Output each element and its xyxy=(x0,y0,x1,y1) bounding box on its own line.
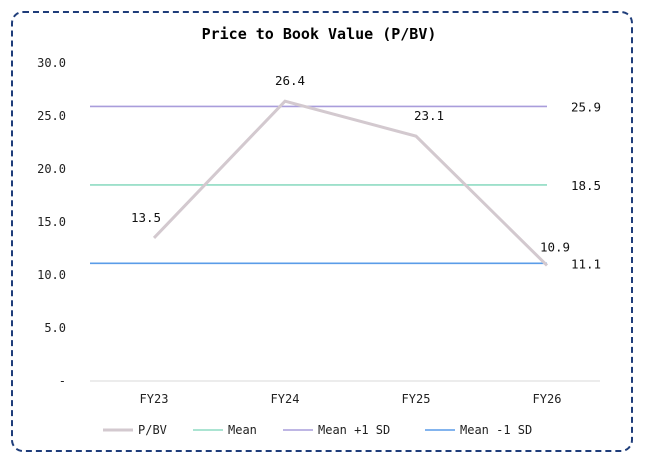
x-tick-label: FY23 xyxy=(140,392,169,406)
y-tick-label: - xyxy=(59,374,66,388)
data-label: 18.5 xyxy=(571,178,601,193)
series-line-p-bv xyxy=(152,99,549,267)
legend-label: Mean -1 SD xyxy=(460,423,532,437)
y-tick-label: 5.0 xyxy=(44,321,66,335)
legend-label: P/BV xyxy=(138,423,167,437)
series-lines xyxy=(90,99,549,267)
chart-frame xyxy=(11,11,633,452)
data-label: 23.1 xyxy=(414,108,444,123)
data-label: 11.1 xyxy=(571,256,601,271)
y-tick-label: 10.0 xyxy=(37,268,66,282)
legend-item: P/BV xyxy=(103,423,167,437)
data-labels: 13.5 26.4 23.1 10.9 18.5 25.9 11.1 xyxy=(131,73,601,271)
chart-title: Price to Book Value (P/BV) xyxy=(202,25,437,43)
x-tick-label: FY26 xyxy=(533,392,562,406)
y-tick-label: 20.0 xyxy=(37,162,66,176)
legend-item: Mean -1 SD xyxy=(425,423,532,437)
data-label: 13.5 xyxy=(131,210,161,225)
x-axis: FY23 FY24 FY25 FY26 xyxy=(140,392,562,406)
legend: P/BV Mean Mean +1 SD Mean -1 SD xyxy=(103,423,532,437)
data-label: 10.9 xyxy=(540,239,570,254)
legend-item: Mean +1 SD xyxy=(283,423,390,437)
data-label: 25.9 xyxy=(571,99,601,114)
y-tick-label: 15.0 xyxy=(37,215,66,229)
legend-label: Mean xyxy=(228,423,257,437)
x-tick-label: FY24 xyxy=(271,392,300,406)
legend-item: Mean xyxy=(193,423,257,437)
data-label: 26.4 xyxy=(275,73,305,88)
legend-label: Mean +1 SD xyxy=(318,423,390,437)
x-tick-label: FY25 xyxy=(402,392,431,406)
y-tick-label: 25.0 xyxy=(37,109,66,123)
y-tick-label: 30.0 xyxy=(37,56,66,70)
y-axis: - 5.0 10.0 15.0 20.0 25.0 30.0 xyxy=(37,56,66,388)
